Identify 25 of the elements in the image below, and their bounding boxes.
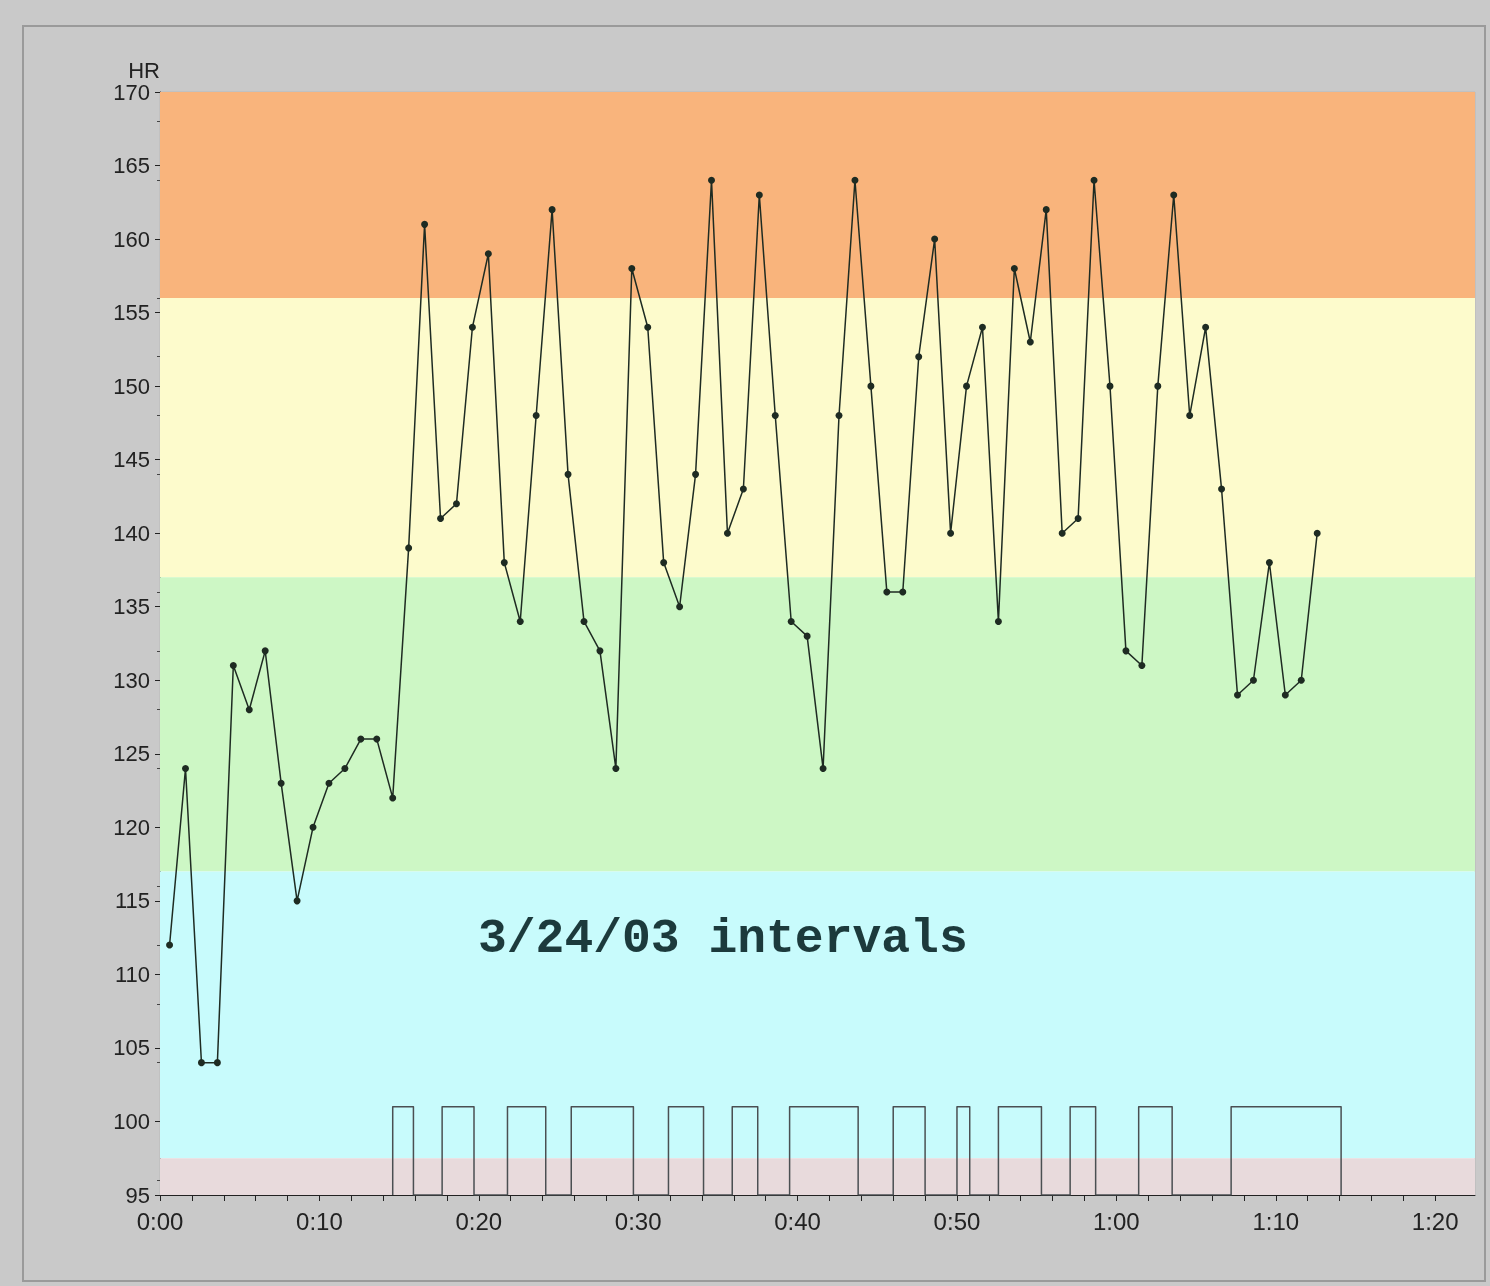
y-tick-label: 145 bbox=[113, 447, 150, 473]
annotation: 3/24/03 intervals bbox=[478, 912, 968, 966]
y-tick-label: 125 bbox=[113, 741, 150, 767]
x-tick-label: 0:30 bbox=[614, 1207, 662, 1235]
y-tick-label: 115 bbox=[114, 888, 150, 914]
y-tick-label: 120 bbox=[113, 814, 150, 840]
y-tick-label: 150 bbox=[113, 373, 150, 399]
x-tick-label: 0:10 bbox=[296, 1207, 343, 1235]
y-tick-label: 160 bbox=[113, 226, 150, 252]
x-tick-label: 1:00 bbox=[1093, 1207, 1140, 1235]
y-tick-label: 140 bbox=[113, 520, 150, 546]
x-tick-label: 0:20 bbox=[455, 1207, 503, 1235]
x-tick-label: 0:40 bbox=[774, 1207, 821, 1235]
y-tick-label: 130 bbox=[113, 667, 150, 693]
x-tick-label: 0:50 bbox=[933, 1207, 981, 1235]
x-tick-label: 1:20 bbox=[1411, 1207, 1459, 1235]
y-tick-label: 135 bbox=[113, 594, 150, 620]
y-tick-label: 165 bbox=[113, 153, 150, 179]
x-tick-label: 1:10 bbox=[1252, 1207, 1300, 1235]
y-tick-label: 95 bbox=[125, 1182, 150, 1208]
y-tick-label: 155 bbox=[113, 300, 150, 326]
y-tick-label: 100 bbox=[113, 1108, 150, 1134]
y-tick-label: 110 bbox=[114, 961, 150, 987]
x-tick-label: 0:00 bbox=[136, 1207, 184, 1235]
y-tick-label: 105 bbox=[113, 1035, 150, 1061]
